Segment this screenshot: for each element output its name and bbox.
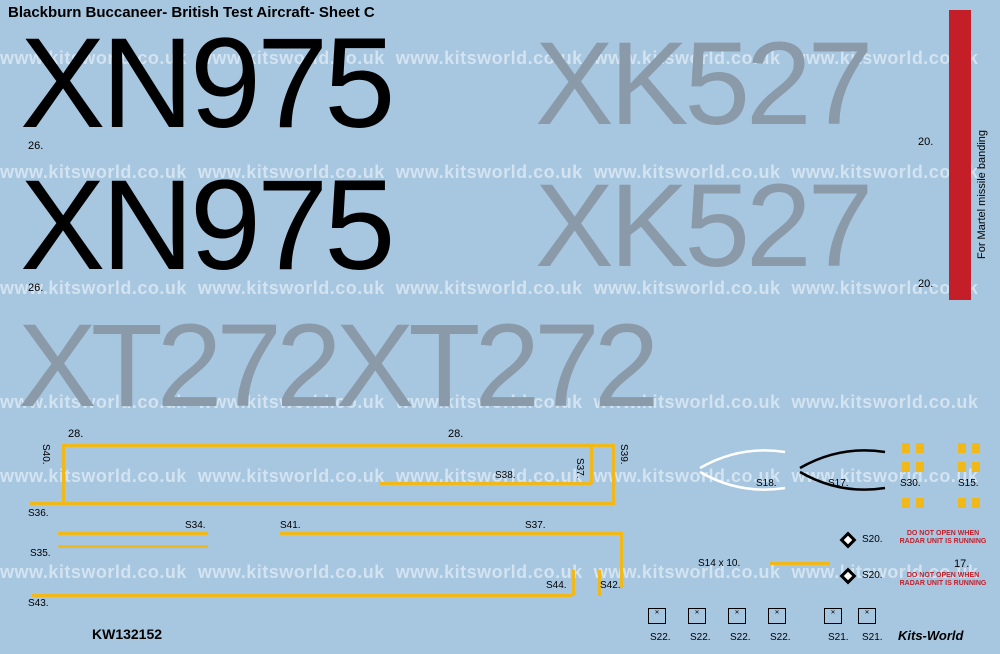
label-20a: 20. — [918, 136, 933, 148]
yellow-line — [280, 532, 620, 535]
s-label: S39. — [618, 444, 629, 465]
s-label: S21. — [828, 632, 849, 643]
s-label: S14 x 10. — [698, 558, 740, 569]
serial-black-2: XN975 — [20, 152, 391, 299]
s-label: S41. — [280, 520, 301, 531]
stencil-icon: ✕ — [858, 608, 876, 624]
yellow-line — [32, 594, 572, 597]
label-20b: 20. — [918, 278, 933, 290]
yellow-marker — [972, 498, 980, 508]
warning-label: DO NOT OPEN WHENRADAR UNIT IS RUNNING — [898, 572, 988, 587]
product-code: KW132152 — [92, 626, 162, 642]
yellow-marker — [902, 443, 910, 453]
serial-black-1: XN975 — [20, 10, 391, 157]
stencil-icon: ✕ — [728, 608, 746, 624]
yellow-line — [58, 545, 208, 548]
s-label: S22. — [650, 632, 671, 643]
yellow-line — [30, 502, 615, 505]
yellow-marker — [972, 443, 980, 453]
diamond-icon — [840, 532, 857, 549]
yellow-marker — [958, 498, 966, 508]
yellow-marker — [902, 498, 910, 508]
diamond-icon — [840, 568, 857, 585]
s-label: S22. — [770, 632, 791, 643]
label-28b: 28. — [448, 428, 463, 440]
stencil-icon: ✕ — [648, 608, 666, 624]
yellow-line — [62, 444, 612, 447]
yellow-marker — [916, 462, 924, 472]
yellow-line — [62, 444, 65, 504]
s-label: S36. — [28, 508, 49, 519]
s-label: S21. — [862, 632, 883, 643]
s-label: S38. — [495, 470, 516, 481]
serial-grey-2: XK527 — [535, 158, 869, 294]
yellow-line — [58, 532, 208, 535]
s-label: S22. — [730, 632, 751, 643]
stencil-icon: ✕ — [768, 608, 786, 624]
stencil-icon: ✕ — [824, 608, 842, 624]
serial-grey-1: XK527 — [535, 16, 869, 152]
label-17: 17. — [954, 558, 969, 570]
s-label: S35. — [30, 548, 51, 559]
label-26a: 26. — [28, 140, 43, 152]
yellow-marker — [958, 443, 966, 453]
yellow-line — [380, 482, 592, 485]
s-label: S34. — [185, 520, 206, 531]
yellow-line — [590, 444, 593, 484]
yellow-line — [770, 562, 830, 565]
s-label: S43. — [28, 598, 49, 609]
yellow-marker — [972, 462, 980, 472]
brand-label: Kits-World — [898, 628, 963, 643]
label-28a: 28. — [68, 428, 83, 440]
s-label: S20. — [862, 534, 883, 545]
s-label: S15. — [958, 478, 979, 489]
serial-grey-3: XT272XT272 — [18, 298, 653, 434]
label-26b: 26. — [28, 282, 43, 294]
s-label: S37. — [525, 520, 546, 531]
red-stripe — [949, 10, 971, 300]
s-label: S44. — [546, 580, 567, 591]
s-label: S22. — [690, 632, 711, 643]
red-stripe-label: For Martel missile banding — [976, 130, 988, 259]
yellow-marker — [902, 462, 910, 472]
yellow-line — [572, 570, 575, 596]
s-label: S42. — [600, 580, 621, 591]
s-label: S30. — [900, 478, 921, 489]
warning-label: DO NOT OPEN WHENRADAR UNIT IS RUNNING — [898, 530, 988, 545]
yellow-marker — [916, 443, 924, 453]
yellow-marker — [958, 462, 966, 472]
stencil-icon: ✕ — [688, 608, 706, 624]
yellow-line — [612, 444, 615, 504]
s-label: S37. — [574, 458, 585, 479]
yellow-marker — [916, 498, 924, 508]
fastener-arrows — [690, 440, 890, 510]
s-label: S40. — [40, 444, 51, 465]
s-label: S20. — [862, 570, 883, 581]
